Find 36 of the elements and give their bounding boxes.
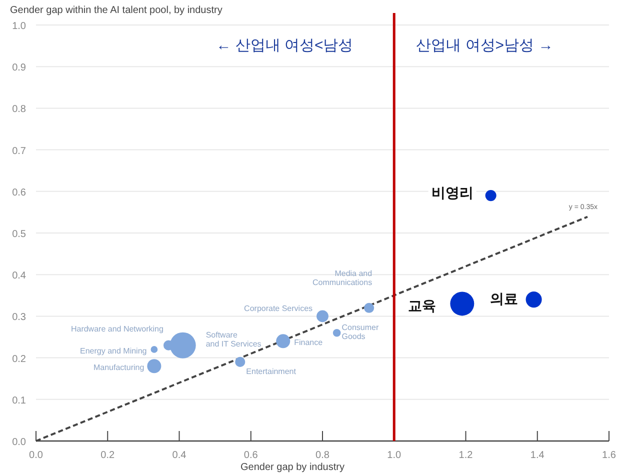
x-tick-label: 1.2 [458,450,474,461]
y-tick-label: 0.1 [12,395,26,406]
data-label: Manufacturing [93,363,144,372]
data-label: Corporate Services [244,304,313,314]
data-label: Media and Communications [312,268,372,288]
x-tick-label: 1.6 [602,450,616,461]
annotation: ← 산업내 여성<남성 [216,37,354,54]
y-tick-label: 0.8 [12,104,26,116]
x-tick-label: 0.4 [172,450,187,461]
y-tick-label: 0.7 [12,146,26,157]
data-label: Energy and Mining [80,346,147,356]
annotation: 산업내 여성>남성 → [416,37,554,54]
x-tick-label: 1.0 [387,450,402,461]
data-label: 의료 [490,290,518,307]
data-label: Entertainment [246,366,297,376]
y-tick-label: 0.2 [12,354,26,365]
x-axis-title: Gender gap by industry [240,462,344,473]
y-tick-label: 0.0 [12,437,26,448]
y-axis-title: Gender gap within the AI talent pool, by industry [10,5,222,16]
x-tick-label: 0.2 [100,450,116,461]
x-tick-label: 0.0 [29,450,44,461]
data-label: Software and IT Services [206,330,262,349]
y-tick-label: 0.6 [12,187,26,198]
y-tick-label: 0.5 [12,229,26,240]
x-tick-label: 1.4 [530,450,545,461]
y-tick-label: 0.9 [12,62,26,74]
y-tick-label: 0.4 [12,270,26,282]
data-label: 교육 [408,298,436,314]
data-label: Hardware and Networking [70,324,164,334]
data-label: Consumer Goods [342,322,379,342]
y-tick-label: 0.3 [12,312,26,324]
data-label: 비영리 [431,184,474,201]
x-tick-label: 0.6 [244,450,258,461]
x-tick-label: 0.8 [316,450,330,461]
y-tick-label: 1.0 [12,21,26,32]
data-label: Finance [294,338,324,348]
